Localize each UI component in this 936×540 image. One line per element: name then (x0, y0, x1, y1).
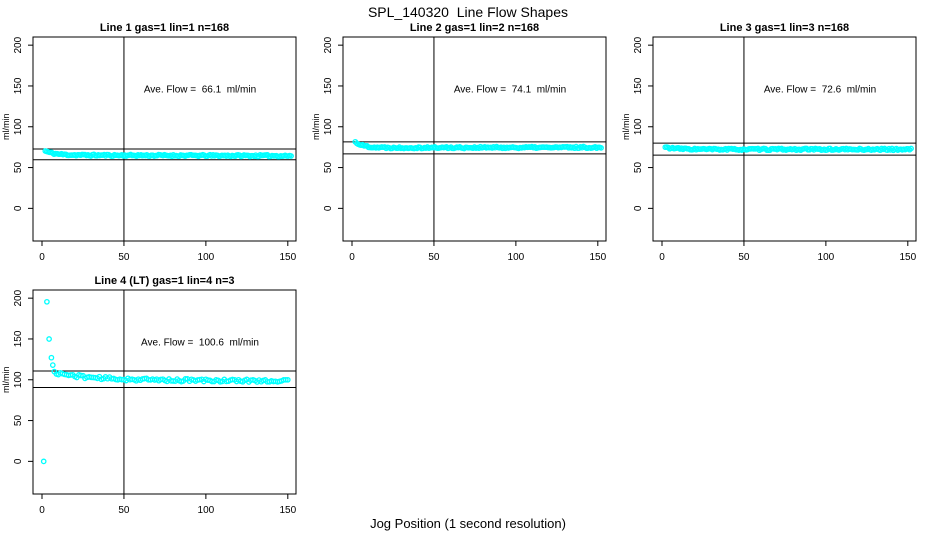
subplot-line-4: 0 50 100 150 200 ml/min 0 50 100 150 Line 4 (LT) g… (1, 275, 297, 516)
y-tick-label: 0 (13, 205, 24, 211)
ave-flow-annotation: Ave. Flow = 100.6 ml/min (141, 337, 259, 348)
flow-point (48, 354, 55, 361)
x-tick-label: 100 (198, 505, 215, 516)
y-tick-label: 50 (323, 162, 334, 174)
flow-point (46, 336, 52, 342)
plot-box (342, 36, 607, 242)
subplot-title: Line 4 (LT) gas=1 lin=4 n=3 (94, 275, 234, 287)
y-tick-label: 200 (323, 36, 334, 53)
y-axis-label: ml/min (1, 367, 11, 394)
x-axis-label: Jog Position (1 second resolution) (370, 516, 566, 531)
x-tick-label: 0 (39, 505, 45, 516)
y-axis-label: ml/min (311, 114, 321, 141)
ave-flow-annotation: Ave. Flow = 66.1 ml/min (144, 84, 256, 95)
plot-box (32, 36, 297, 242)
x-tick-label: 150 (899, 252, 916, 263)
y-tick-label: 50 (13, 415, 24, 427)
x-tick-label: 50 (118, 505, 130, 516)
flow-point (288, 153, 294, 159)
x-tick-label: 0 (39, 252, 45, 263)
x-tick-label: 150 (589, 252, 606, 263)
data-points (352, 138, 604, 152)
ave-flow-annotation: Ave. Flow = 74.1 ml/min (454, 84, 566, 95)
flow-point (282, 376, 289, 383)
y-tick-label: 100 (13, 371, 24, 388)
flow-point (284, 376, 291, 383)
x-tick-label: 100 (818, 252, 835, 263)
flow-point (598, 145, 604, 151)
y-tick-label: 200 (633, 36, 644, 53)
data-points (42, 148, 294, 160)
flow-point (182, 376, 189, 382)
x-tick-label: 50 (428, 252, 440, 263)
x-tick-label: 50 (738, 252, 750, 263)
subplot-line-1: 0 50 100 150 200 ml/min 0 50 100 150 Line 1 gas=1 … (1, 22, 297, 263)
y-tick-label: 150 (323, 77, 334, 94)
flow-point (908, 145, 914, 152)
y-tick-label: 100 (633, 118, 644, 135)
y-tick-label: 50 (633, 162, 644, 174)
x-tick-label: 100 (198, 252, 215, 263)
main-title: SPL_140320 Line Flow Shapes (367, 4, 569, 20)
x-tick-label: 50 (118, 252, 130, 263)
subplot-title: Line 2 gas=1 lin=2 n=168 (410, 22, 539, 34)
y-axis-label: ml/min (1, 114, 11, 141)
x-tick-label: 100 (508, 252, 525, 263)
x-tick-label: 150 (279, 505, 296, 516)
ave-flow-annotation: Ave. Flow = 72.6 ml/min (764, 84, 876, 95)
y-tick-label: 100 (13, 118, 24, 135)
subplot-line-2: 0 50 100 150 200 ml/min 0 50 100 150 Line 2 gas=1 … (311, 22, 607, 263)
y-axis-label: ml/min (621, 114, 631, 141)
subplot-title: Line 3 gas=1 lin=3 n=168 (720, 22, 849, 34)
data-points (662, 144, 914, 154)
y-tick-label: 150 (633, 77, 644, 94)
y-tick-label: 0 (323, 205, 334, 211)
plot-box (652, 36, 917, 242)
y-tick-label: 0 (633, 205, 644, 211)
subplot-line-3: 0 50 100 150 200 ml/min 0 50 100 150 Line 3 gas=1 … (621, 22, 917, 263)
y-tick-label: 200 (13, 289, 24, 306)
y-tick-label: 50 (13, 162, 24, 174)
plot-box (32, 289, 297, 495)
y-tick-label: 150 (13, 330, 24, 347)
flow-point (78, 372, 84, 379)
y-tick-label: 200 (13, 36, 24, 53)
data-points (40, 298, 291, 465)
y-tick-label: 150 (13, 77, 24, 94)
flow-point (49, 362, 56, 368)
x-tick-label: 150 (279, 252, 296, 263)
subplot-title: Line 1 gas=1 lin=1 n=168 (100, 22, 229, 34)
y-tick-label: 100 (323, 118, 334, 135)
x-tick-label: 0 (349, 252, 355, 263)
flow-point (44, 298, 50, 305)
flow-point (40, 458, 47, 465)
x-tick-label: 0 (659, 252, 665, 263)
y-tick-label: 0 (13, 458, 24, 464)
